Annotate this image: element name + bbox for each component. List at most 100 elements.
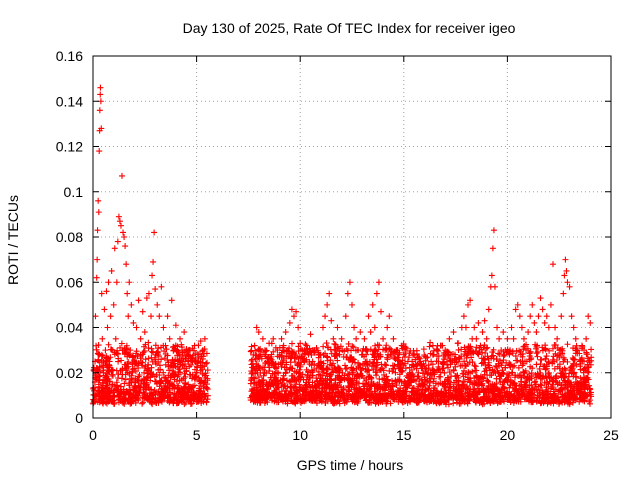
- background-point: [153, 389, 160, 396]
- background-point: [379, 376, 386, 383]
- background-point: [564, 382, 571, 389]
- background-point: [313, 393, 320, 400]
- background-point: [118, 357, 125, 364]
- background-point: [410, 396, 417, 403]
- background-point: [148, 364, 155, 371]
- background-point: [253, 352, 260, 359]
- background-point: [434, 395, 441, 402]
- data-point: [537, 295, 544, 302]
- background-point: [95, 342, 102, 349]
- data-point: [164, 313, 171, 320]
- background-point: [586, 382, 593, 389]
- background-point: [282, 370, 289, 377]
- background-point: [578, 385, 585, 392]
- background-point: [320, 367, 327, 374]
- background-point: [269, 359, 276, 366]
- data-point: [152, 286, 159, 293]
- background-point: [375, 346, 382, 353]
- data-point: [411, 351, 418, 358]
- background-point: [412, 378, 419, 385]
- x-tick-label: 0: [89, 427, 97, 443]
- background-point: [297, 392, 304, 399]
- data-point: [585, 313, 592, 320]
- background-point: [509, 348, 516, 355]
- data-point: [166, 335, 173, 342]
- data-point: [264, 358, 271, 365]
- y-tick-label: 0.02: [56, 365, 83, 381]
- background-point: [454, 381, 461, 388]
- background-point: [429, 342, 436, 349]
- background-point: [279, 359, 286, 366]
- background-point: [551, 392, 558, 399]
- background-point: [371, 388, 378, 395]
- background-point: [526, 376, 533, 383]
- data-point: [97, 84, 104, 91]
- background-point: [533, 398, 540, 405]
- data-point: [442, 347, 449, 354]
- background-point: [370, 394, 377, 401]
- background-point: [185, 392, 192, 399]
- background-point: [289, 372, 296, 379]
- background-point: [121, 361, 128, 368]
- background-point: [428, 372, 435, 378]
- background-point: [275, 370, 282, 377]
- background-point: [332, 397, 339, 404]
- background-point: [294, 398, 301, 405]
- data-point: [174, 358, 181, 365]
- background-point: [561, 374, 568, 381]
- data-point: [261, 347, 268, 354]
- data-point: [475, 319, 482, 326]
- data-point: [109, 347, 116, 354]
- background-point: [537, 361, 544, 368]
- background-point: [494, 368, 501, 375]
- background-point: [247, 397, 254, 404]
- background-point: [328, 350, 335, 357]
- background-point: [588, 354, 595, 361]
- background-point: [529, 365, 536, 372]
- background-point: [155, 352, 162, 359]
- background-point: [486, 362, 493, 369]
- data-point: [402, 365, 409, 372]
- data-point: [429, 351, 436, 358]
- background-point: [156, 372, 163, 379]
- x-tick-label: 20: [500, 427, 516, 443]
- data-point: [523, 347, 530, 354]
- background-point: [189, 375, 196, 382]
- data-point: [508, 324, 515, 331]
- data-point: [384, 324, 391, 331]
- background-point: [326, 392, 333, 399]
- background-point: [272, 382, 279, 389]
- background-point: [588, 346, 595, 353]
- background-point: [288, 397, 295, 404]
- background-point: [577, 388, 584, 395]
- background-point: [195, 396, 202, 403]
- background-point: [494, 400, 501, 407]
- background-point: [526, 353, 533, 360]
- background-point: [374, 385, 381, 392]
- background-point: [294, 390, 301, 397]
- background-point: [378, 366, 385, 373]
- background-point: [287, 383, 294, 390]
- background-point: [387, 400, 394, 407]
- background-point: [332, 375, 339, 382]
- background-point: [406, 364, 413, 371]
- background-point: [342, 366, 349, 373]
- background-point: [570, 370, 577, 377]
- background-point: [341, 372, 348, 379]
- background-point: [540, 373, 547, 380]
- background-point: [104, 377, 111, 384]
- x-tick-labels: 0 5 10 15 20 25: [89, 427, 619, 443]
- background-point: [365, 367, 372, 374]
- y-axis-label: ROTI / TECUs: [5, 195, 21, 285]
- data-point: [541, 319, 548, 326]
- background-point: [436, 365, 443, 372]
- background-point: [446, 369, 453, 376]
- data-point: [566, 283, 573, 290]
- background-point: [426, 382, 433, 389]
- background-point: [452, 392, 459, 399]
- background-point: [452, 355, 459, 362]
- data-point: [324, 301, 331, 308]
- x-tick-label: 10: [292, 427, 308, 443]
- data-point: [104, 324, 111, 331]
- background-point: [566, 396, 573, 403]
